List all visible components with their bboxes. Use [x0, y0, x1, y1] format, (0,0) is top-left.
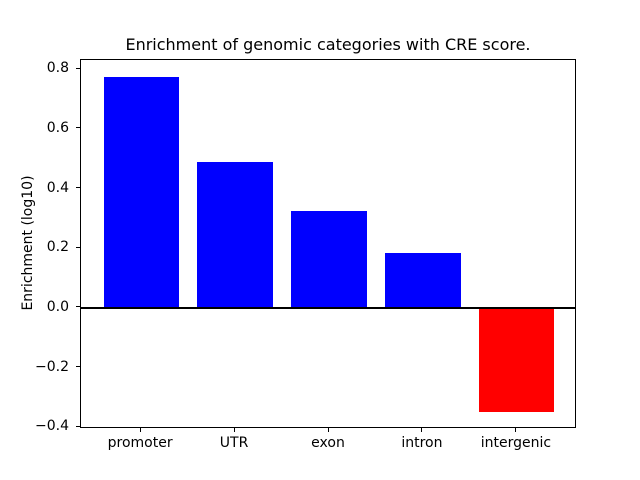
x-tick: [515, 428, 517, 432]
chart-title: Enrichment of genomic categories with CR…: [125, 35, 531, 54]
y-tick-label: −0.2: [35, 358, 69, 375]
bar-intergenic: [479, 307, 555, 413]
y-tick-label: 0.2: [46, 239, 69, 256]
y-tick: [76, 67, 80, 69]
x-tick: [421, 428, 423, 432]
x-tick: [327, 428, 329, 432]
y-tick: [76, 366, 80, 368]
x-tick-label: intron: [401, 435, 443, 451]
x-tick-label: intergenic: [480, 435, 552, 451]
bar-exon: [291, 210, 367, 308]
y-tick: [76, 306, 80, 308]
y-tick: [76, 127, 80, 129]
x-tick: [233, 428, 235, 432]
y-tick-label: 0.0: [46, 298, 69, 315]
x-tick-label: UTR: [219, 435, 249, 451]
bar-promoter: [103, 76, 179, 308]
x-tick-label: promoter: [107, 435, 173, 451]
plot-area: [80, 59, 576, 428]
bar-UTR: [197, 161, 273, 308]
y-tick-label: 0.6: [46, 119, 69, 136]
x-tick: [139, 428, 141, 432]
x-tick-label: exon: [311, 435, 345, 451]
y-tick: [76, 187, 80, 189]
bar-intron: [385, 252, 461, 308]
y-tick: [76, 246, 80, 248]
y-tick-label: 0.8: [46, 60, 69, 77]
zero-line: [81, 306, 575, 310]
y-tick-label: −0.4: [35, 418, 69, 435]
y-tick: [76, 425, 80, 427]
y-tick-label: 0.4: [46, 179, 69, 196]
